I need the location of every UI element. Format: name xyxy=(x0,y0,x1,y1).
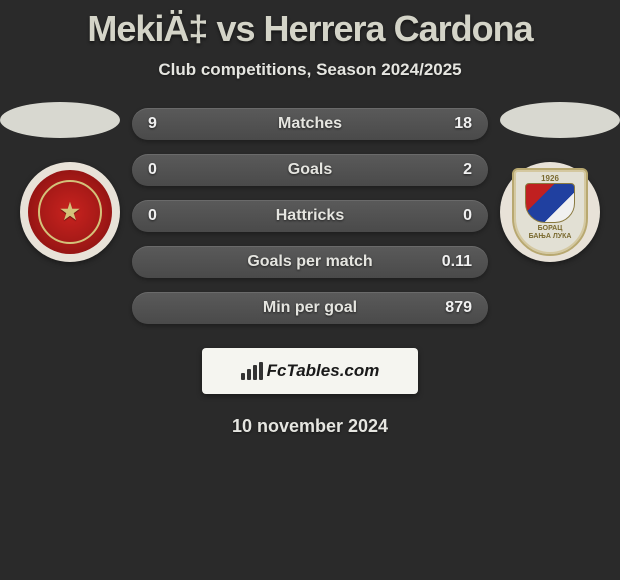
stat-label: Matches xyxy=(188,115,432,133)
stat-right-value: 2 xyxy=(432,161,472,179)
player-ellipse-right xyxy=(500,102,620,138)
promo-text: FcTables.com xyxy=(267,361,380,381)
stat-left-value: 0 xyxy=(148,161,188,179)
stat-row: 9 Matches 18 xyxy=(132,108,488,140)
star-icon: ★ xyxy=(60,199,80,225)
stat-label: Goals xyxy=(188,161,432,179)
stat-left-value: 9 xyxy=(148,115,188,133)
stat-row: 0 Hattricks 0 xyxy=(132,200,488,232)
stat-left-value: 0 xyxy=(148,207,188,225)
badge-text: БОРАЦ БАЊА ЛУКА xyxy=(529,225,572,240)
badge-year: 1926 xyxy=(541,174,559,183)
subtitle: Club competitions, Season 2024/2025 xyxy=(0,60,620,80)
stat-label: Min per goal xyxy=(188,299,432,317)
stat-label: Hattricks xyxy=(188,207,432,225)
stat-right-value: 879 xyxy=(432,299,472,317)
stat-row: 0 Goals 2 xyxy=(132,154,488,186)
shield-icon xyxy=(525,183,575,223)
stat-row: Min per goal 879 xyxy=(132,292,488,324)
stat-right-value: 0.11 xyxy=(432,253,472,271)
team-crest-right: 1926 БОРАЦ БАЊА ЛУКА xyxy=(500,162,600,262)
team-crest-left: ★ xyxy=(20,162,120,262)
promo-box: FcTables.com xyxy=(202,348,418,394)
stat-right-value: 0 xyxy=(432,207,472,225)
stat-label: Goals per match xyxy=(188,253,432,271)
badge-left-icon: ★ xyxy=(28,170,112,254)
stat-right-value: 18 xyxy=(432,115,472,133)
page-title: MekiÄ‡ vs Herrera Cardona xyxy=(0,0,620,50)
bar-chart-icon xyxy=(241,362,263,380)
date-text: 10 november 2024 xyxy=(0,416,620,437)
player-ellipse-left xyxy=(0,102,120,138)
stat-row: Goals per match 0.11 xyxy=(132,246,488,278)
stats-area: ★ 1926 БОРАЦ БАЊА ЛУКА 9 Matches 18 0 Go… xyxy=(0,108,620,437)
badge-right-icon: 1926 БОРАЦ БАЊА ЛУКА xyxy=(512,168,588,256)
stat-rows: 9 Matches 18 0 Goals 2 0 Hattricks 0 Goa… xyxy=(132,108,488,324)
infographic-container: MekiÄ‡ vs Herrera Cardona Club competiti… xyxy=(0,0,620,580)
